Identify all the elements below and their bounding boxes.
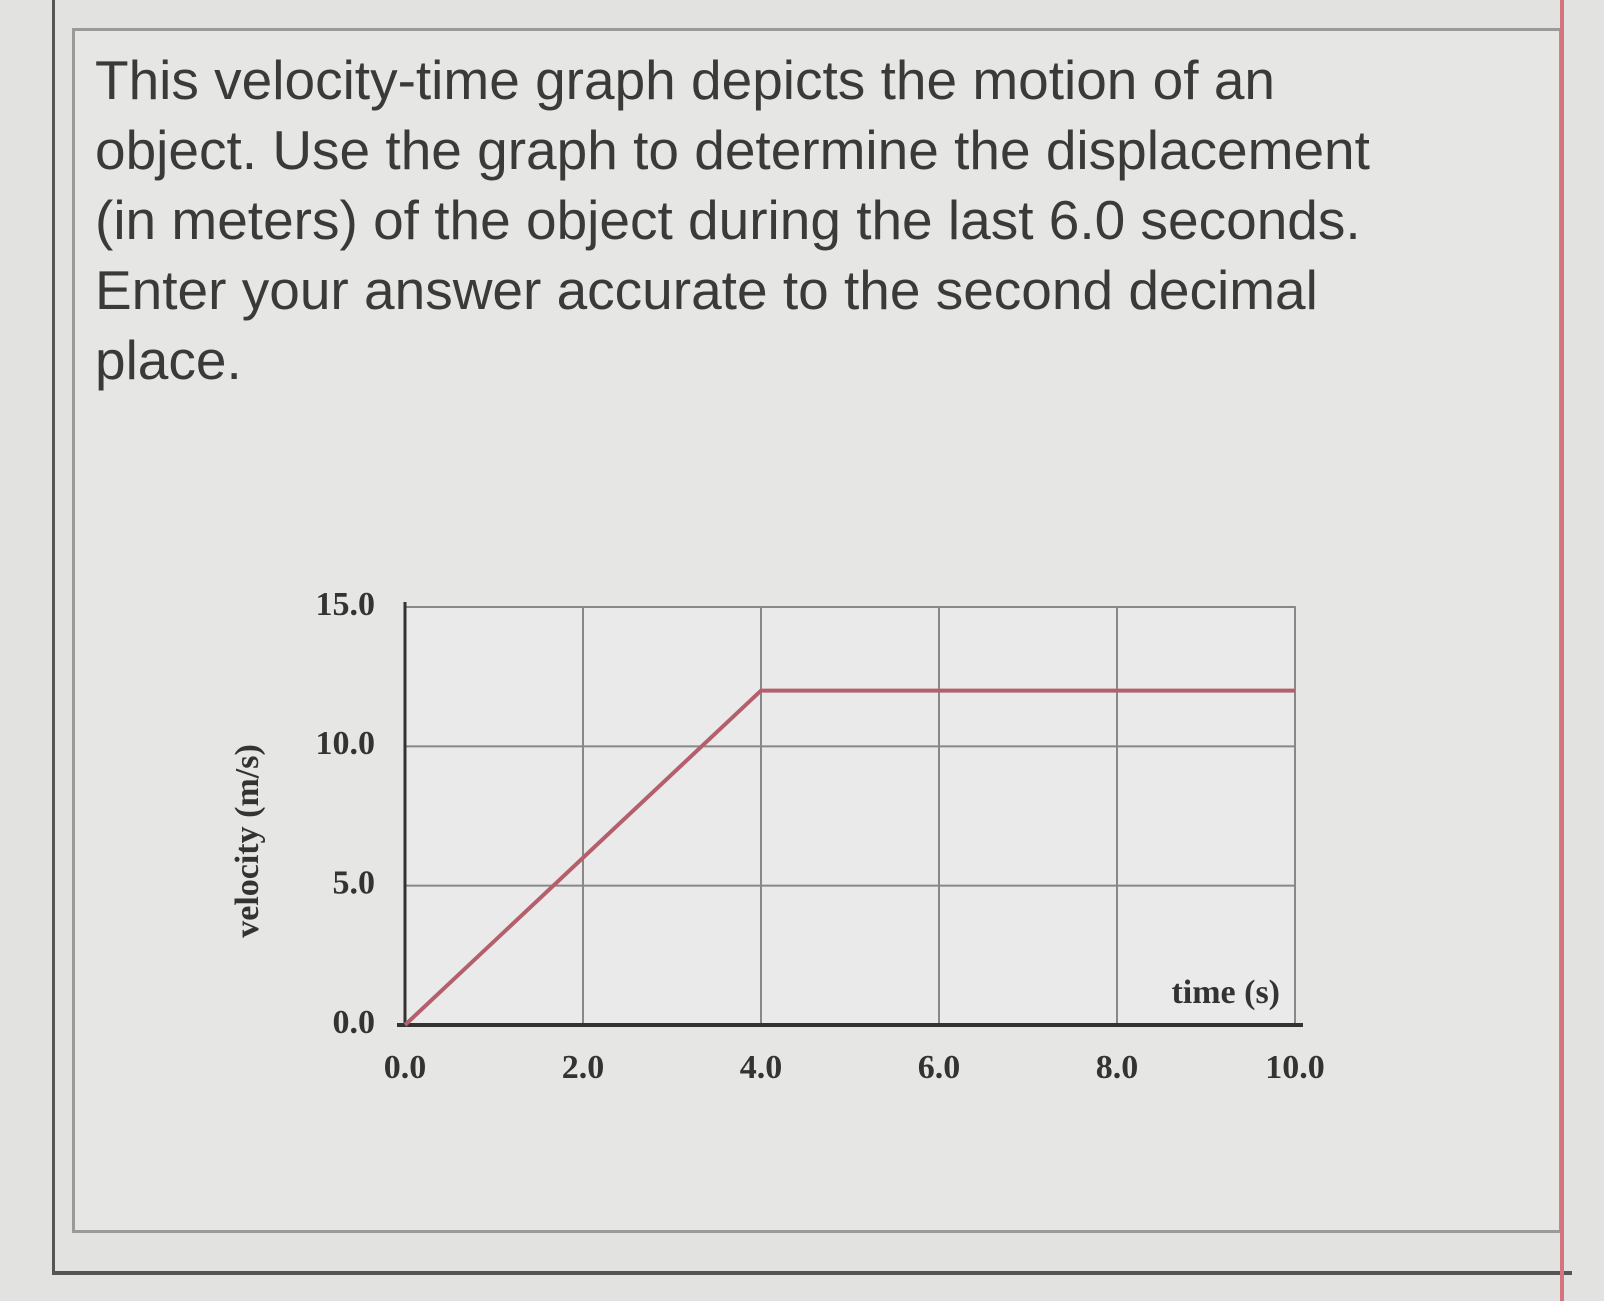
x-tick-label: 6.0 bbox=[918, 1049, 961, 1086]
data-line bbox=[403, 688, 1295, 1027]
x-tick-label: 10.0 bbox=[1265, 1049, 1325, 1086]
y-tick-label: 15.0 bbox=[316, 586, 376, 623]
y-tick-label: 0.0 bbox=[333, 1004, 376, 1041]
y-tick-label: 5.0 bbox=[333, 864, 376, 901]
y-axis-label: velocity (m/s) bbox=[229, 744, 266, 938]
x-tick-label: 4.0 bbox=[740, 1049, 783, 1086]
x-tick-label: 0.0 bbox=[384, 1049, 427, 1086]
question-line: This velocity-time graph depicts the mot… bbox=[95, 49, 1276, 111]
question-line: object. Use the graph to determine the d… bbox=[95, 119, 1370, 181]
plot-area bbox=[404, 606, 1296, 1026]
side-bar bbox=[1560, 0, 1564, 1301]
y-tick-label: 10.0 bbox=[316, 725, 376, 762]
x-tick-label: 2.0 bbox=[562, 1049, 605, 1086]
outer-border bbox=[52, 0, 1572, 1275]
x-tick-label: 8.0 bbox=[1096, 1049, 1139, 1086]
question-line: (in meters) of the object during the las… bbox=[95, 189, 1361, 251]
question: This velocity-time graph depicts the mot… bbox=[95, 45, 1370, 395]
x-axis-label: time (s) bbox=[1171, 974, 1280, 1011]
question-line: Enter your answer accurate to the second… bbox=[95, 259, 1318, 321]
question-line: place. bbox=[95, 329, 242, 391]
